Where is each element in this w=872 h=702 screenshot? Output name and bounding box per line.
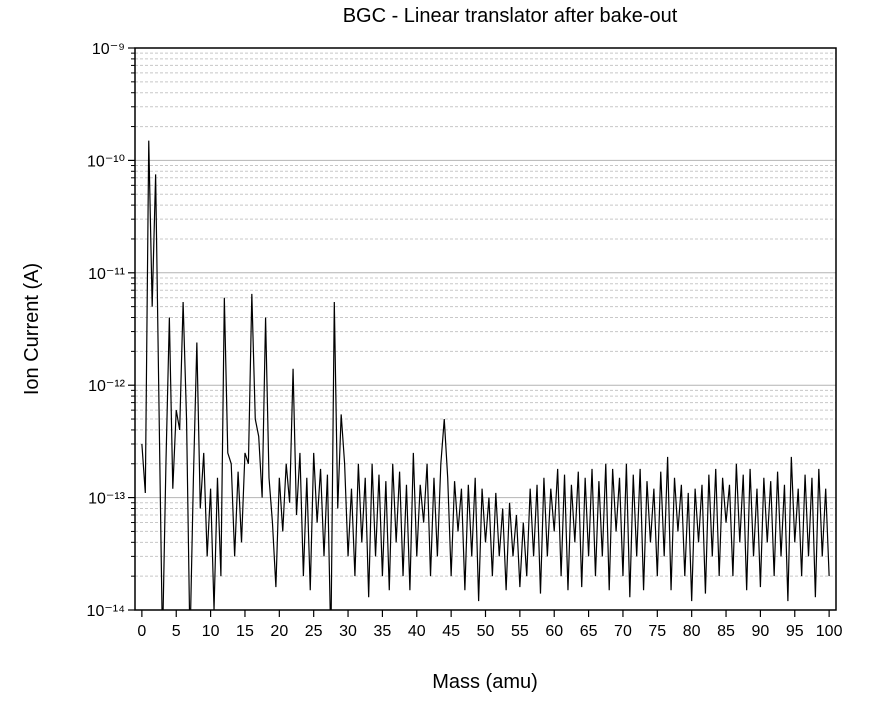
x-tick-label: 85 xyxy=(717,623,735,640)
x-tick-label: 55 xyxy=(511,623,529,640)
chart-title: BGC - Linear translator after bake-out xyxy=(343,5,678,27)
x-tick-label: 20 xyxy=(270,623,288,640)
x-tick-label: 40 xyxy=(408,623,426,640)
x-tick-label: 60 xyxy=(545,623,563,640)
x-tick-label: 45 xyxy=(442,623,460,640)
x-tick-label: 30 xyxy=(339,623,357,640)
x-tick-label: 90 xyxy=(752,623,770,640)
x-axis-label: Mass (amu) xyxy=(432,671,538,693)
x-tick-label: 15 xyxy=(236,623,254,640)
x-tick-label: 95 xyxy=(786,623,804,640)
y-tick-label: 10⁻¹¹ xyxy=(88,266,125,283)
data-line xyxy=(141,140,830,610)
x-tick-label: 50 xyxy=(477,623,495,640)
x-tick-label: 100 xyxy=(816,623,843,640)
x-tick-label: 65 xyxy=(580,623,598,640)
plot-frame xyxy=(134,47,837,611)
y-tick-label: 10⁻¹³ xyxy=(88,491,126,508)
x-tick-label: 10 xyxy=(202,623,220,640)
y-tick-label: 10⁻⁹ xyxy=(92,41,125,58)
y-tick-label: 10⁻¹⁰ xyxy=(87,153,125,170)
x-tick-label: 35 xyxy=(374,623,392,640)
y-axis-label: Ion Current (A) xyxy=(21,263,43,395)
x-tick-label: 70 xyxy=(614,623,632,640)
y-tick-label: 10⁻¹⁴ xyxy=(87,603,126,620)
x-tick-label: 75 xyxy=(648,623,666,640)
y-tick-label: 10⁻¹² xyxy=(88,378,126,395)
x-tick-label: 80 xyxy=(683,623,701,640)
x-tick-label: 25 xyxy=(305,623,323,640)
x-tick-label: 0 xyxy=(137,623,146,640)
x-tick-label: 5 xyxy=(172,623,181,640)
